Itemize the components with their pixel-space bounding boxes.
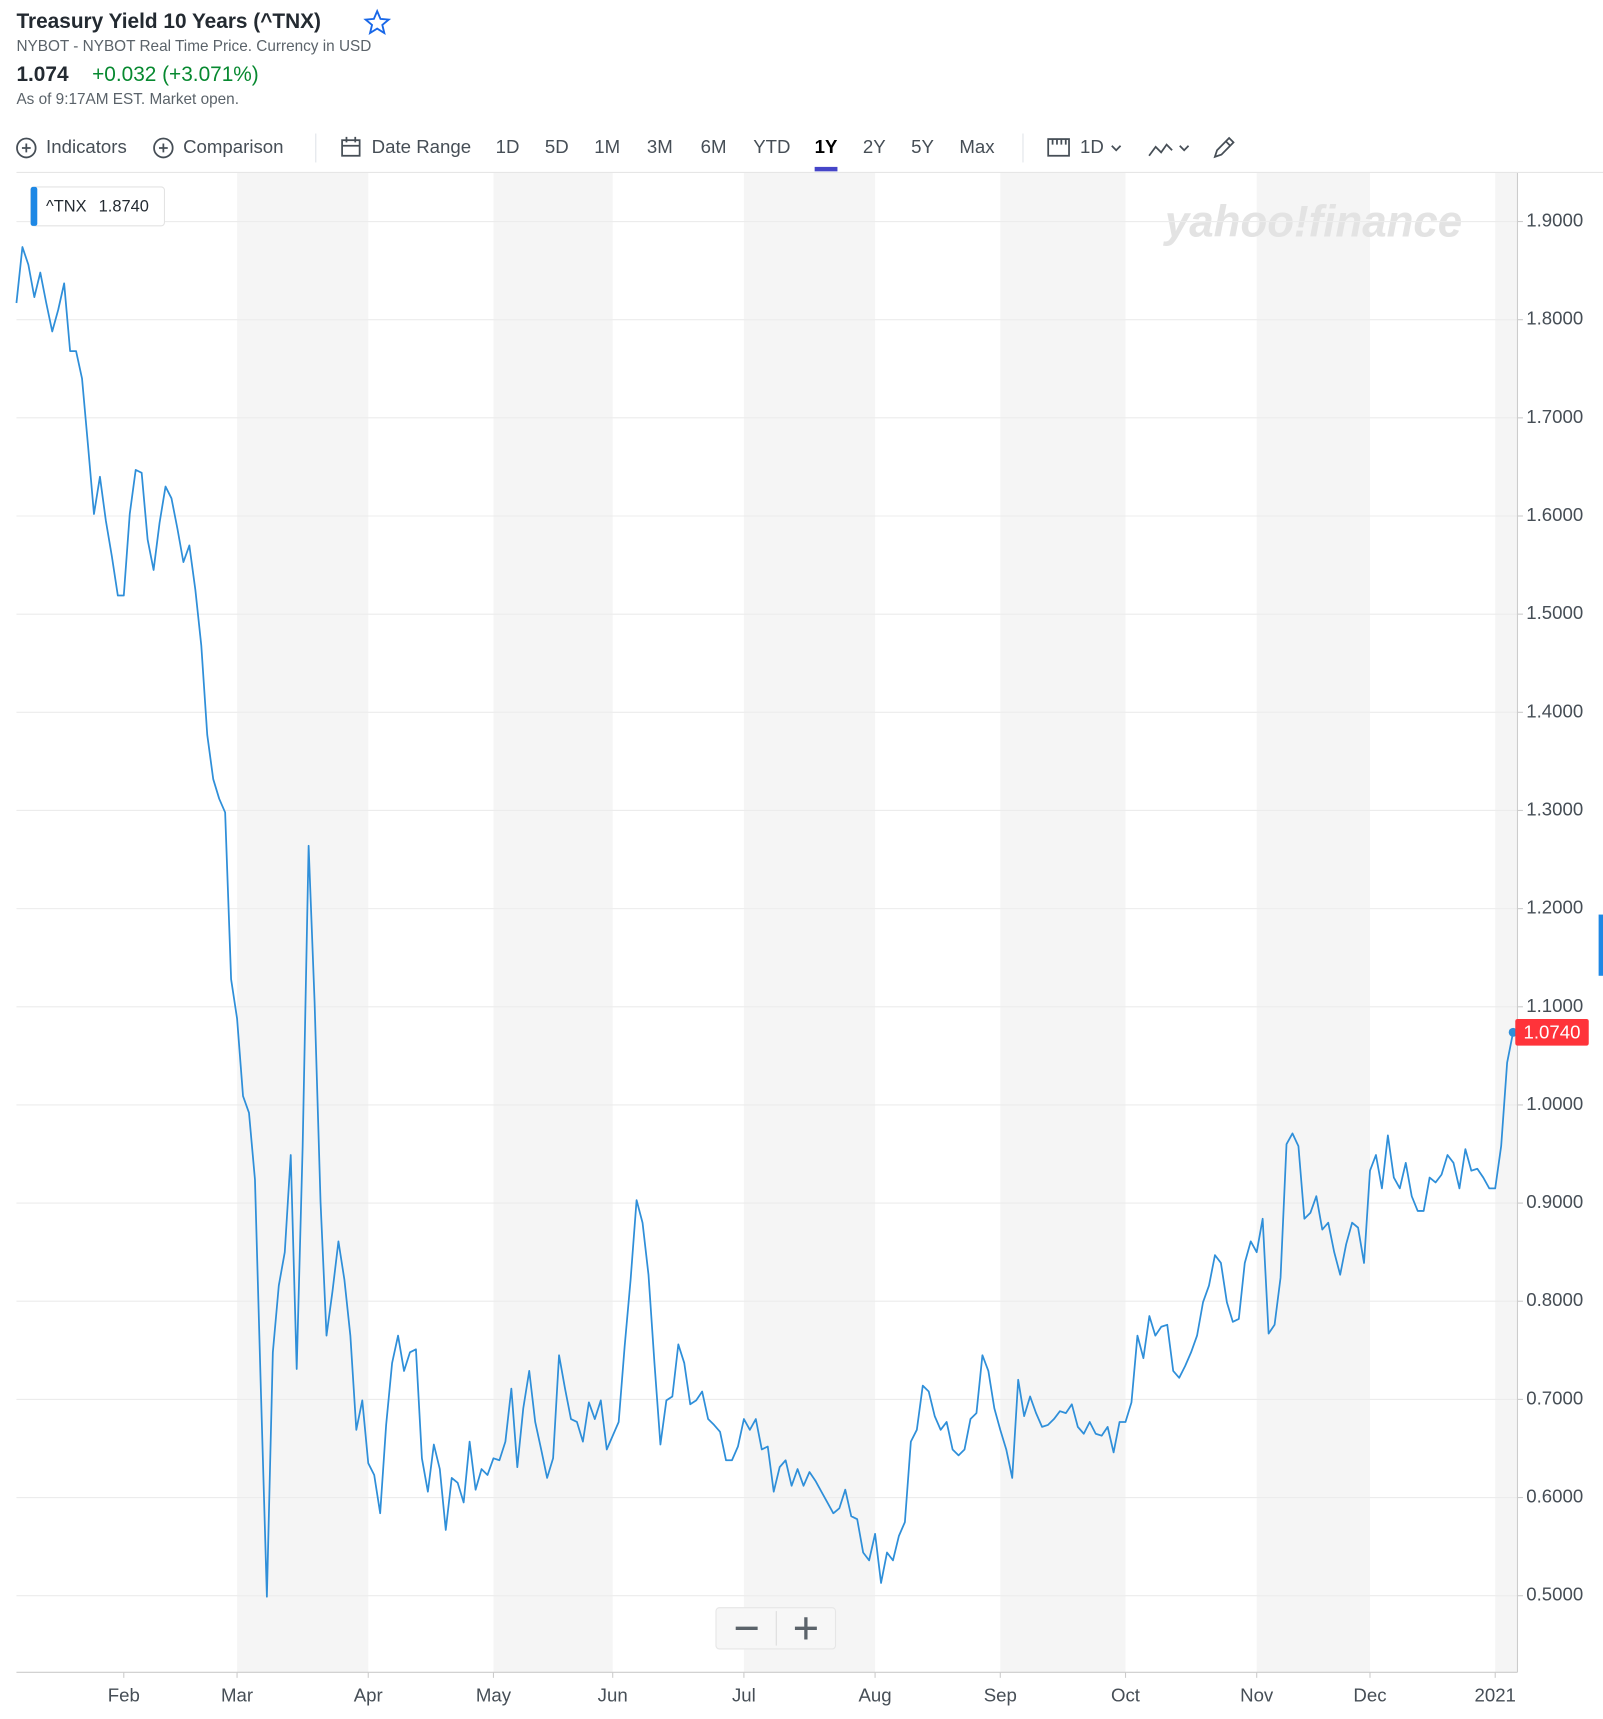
watchlist-star[interactable] (363, 8, 392, 36)
zoom-controls (715, 1607, 837, 1650)
y-tick-label: 1.1000 (1526, 995, 1583, 1016)
interval-button[interactable]: 1D (1047, 136, 1122, 157)
range-option[interactable]: 3M (647, 136, 673, 157)
range-option[interactable]: 1Y (815, 136, 838, 157)
x-tick-label: Nov (1240, 1685, 1274, 1706)
last-price-label: 1.0740 (1524, 1021, 1581, 1042)
x-tick-label: Sep (984, 1685, 1017, 1706)
plot-area: yahoo!finance0.50000.60000.70000.80000.9… (15, 171, 1603, 1706)
y-tick-label: 1.6000 (1526, 504, 1583, 525)
y-tick-label: 1.8000 (1526, 308, 1583, 329)
month-band (237, 172, 369, 1673)
month-band (743, 172, 876, 1673)
y-tick-label: 1.4000 (1526, 700, 1583, 721)
month-band (1256, 172, 1370, 1673)
legend-value: 1.8740 (99, 196, 149, 215)
legend-swatch (30, 186, 38, 226)
month-band (1000, 172, 1126, 1673)
quote-price: 1.074 (16, 63, 68, 86)
y-tick-label: 0.8000 (1526, 1289, 1583, 1310)
series-legend: ^TNX 1.8740 (30, 186, 166, 227)
y-tick-label: 1.2000 (1526, 896, 1583, 917)
range-option[interactable]: 1D (496, 136, 520, 157)
chart-type-button[interactable] (1148, 143, 1190, 157)
quote-subtitle: NYBOT - NYBOT Real Time Price. Currency … (16, 38, 371, 55)
y-tick-label: 1.9000 (1526, 209, 1583, 230)
x-tick-label: Aug (859, 1685, 892, 1706)
comparison-label: Comparison (183, 136, 283, 157)
quote-change: +0.032 (+3.071%) (92, 63, 259, 86)
comparison-button[interactable]: Comparison (153, 136, 284, 159)
x-tick-label: May (476, 1685, 512, 1706)
last-price-badge (1515, 1018, 1589, 1046)
legend-name: ^TNX (46, 196, 87, 215)
x-tick-label: Jul (732, 1685, 756, 1706)
x-tick-label: Oct (1111, 1685, 1141, 1706)
date-range-button[interactable]: Date Range (341, 136, 471, 157)
interval-label: 1D (1080, 136, 1104, 157)
y-tick-label: 1.5000 (1526, 602, 1583, 623)
quote-title: Treasury Yield 10 Years (^TNX) (16, 10, 320, 33)
date-range-label: Date Range (372, 136, 471, 157)
side-panel-tab[interactable] (1598, 914, 1603, 976)
y-tick-label: 0.5000 (1526, 1584, 1583, 1605)
x-tick-label: Jun (598, 1685, 628, 1706)
y-tick-label: 0.9000 (1526, 1191, 1583, 1212)
zoom-in[interactable] (794, 1617, 817, 1640)
y-tick-label: 0.7000 (1526, 1387, 1583, 1408)
x-tick-label: Feb (108, 1685, 140, 1706)
range-option[interactable]: 6M (701, 136, 727, 157)
indicators-button[interactable]: Indicators (16, 136, 127, 159)
range-selected-underline (814, 166, 838, 172)
range-selector: 1D 5D 1M 3M 6M YTD 1Y 2Y 5Y Max (496, 136, 995, 172)
range-option[interactable]: 5D (545, 136, 569, 157)
range-option[interactable]: 2Y (863, 136, 886, 157)
range-option[interactable]: Max (959, 136, 995, 157)
x-tick-label: Dec (1353, 1685, 1386, 1706)
y-tick-label: 0.6000 (1526, 1485, 1583, 1506)
range-option[interactable]: YTD (753, 136, 790, 157)
y-tick-label: 1.3000 (1526, 798, 1583, 819)
y-tick-label: 1.0000 (1526, 1093, 1583, 1114)
range-option[interactable]: 1M (594, 136, 620, 157)
month-band (1495, 172, 1518, 1673)
indicators-label: Indicators (46, 136, 127, 157)
quote-as-of: As of 9:17AM EST. Market open. (16, 91, 239, 108)
range-option[interactable]: 5Y (911, 136, 934, 157)
y-tick-label: 1.7000 (1526, 406, 1583, 427)
price-line (15, 246, 1514, 1598)
draw-button[interactable] (1213, 136, 1235, 159)
x-tick-label: Mar (221, 1685, 253, 1706)
x-tick-label: 2021 (1474, 1685, 1515, 1706)
x-tick-label: Apr (354, 1685, 383, 1706)
